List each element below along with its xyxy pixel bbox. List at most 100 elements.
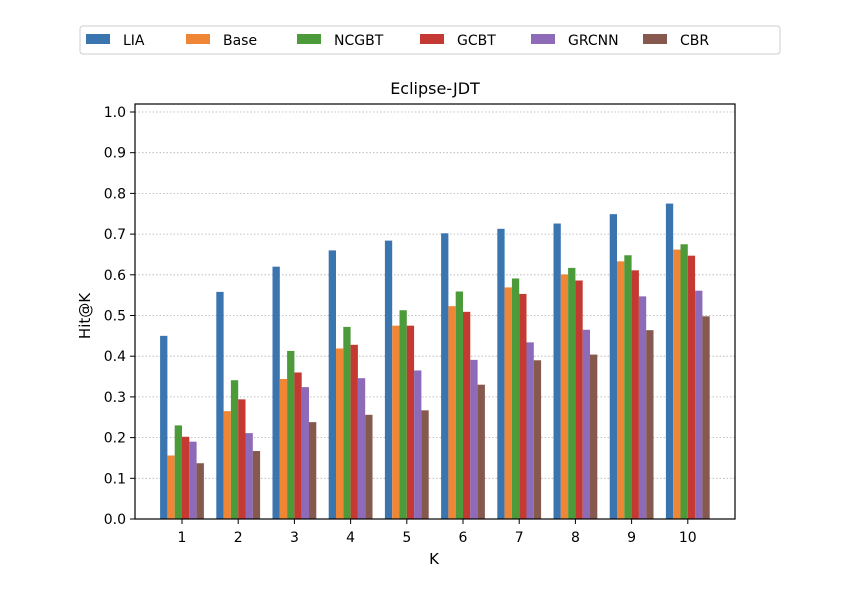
bar-cbr-k8 bbox=[590, 354, 598, 519]
x-tick-label: 1 bbox=[178, 530, 187, 546]
bar-gcbt-k4 bbox=[350, 344, 358, 519]
x-tick-label: 6 bbox=[459, 530, 468, 546]
bar-ncgbt-k1 bbox=[174, 425, 182, 519]
legend-label-gcbt: GCBT bbox=[457, 33, 496, 49]
bar-lia-k4 bbox=[328, 250, 336, 519]
bar-cbr-k1 bbox=[196, 463, 204, 519]
bar-cbr-k5 bbox=[421, 410, 429, 519]
bar-ncgbt-k4 bbox=[343, 326, 351, 519]
bar-ncgbt-k3 bbox=[287, 350, 295, 519]
bar-lia-k3 bbox=[272, 266, 280, 519]
legend-label-grcnn: GRCNN bbox=[568, 33, 619, 49]
bar-grcnn-k7 bbox=[526, 342, 534, 519]
bar-cbr-k9 bbox=[646, 330, 654, 519]
y-tick-label: 0.4 bbox=[104, 349, 126, 365]
y-axis: 0.0 0.1 0.2 0.3 0.4 0.5 0.6 0.7 0.8 0.9 1.0 bbox=[104, 105, 135, 528]
bar-ncgbt-k8 bbox=[568, 267, 576, 519]
bar-gcbt-k10 bbox=[687, 255, 696, 519]
legend: LIA Base NCGBT GCBT GRCNN CBR bbox=[79, 25, 781, 55]
bar-grcnn-k2 bbox=[245, 433, 253, 519]
legend-swatch-ncgbt bbox=[297, 34, 321, 44]
y-tick-label: 1.0 bbox=[104, 105, 126, 121]
bar-base-k5 bbox=[392, 325, 400, 519]
bar-gcbt-k6 bbox=[463, 311, 471, 519]
y-tick-label: 0.5 bbox=[104, 309, 126, 325]
bar-lia-k5 bbox=[384, 240, 393, 519]
bar-gcbt-k5 bbox=[406, 325, 415, 519]
bar-base-k7 bbox=[504, 287, 512, 519]
bar-cbr-k10 bbox=[702, 316, 710, 519]
legend-swatch-cbr bbox=[643, 34, 667, 44]
bar-grcnn-k8 bbox=[582, 329, 590, 519]
plot-frame bbox=[134, 103, 736, 520]
chart-title: Eclipse-JDT bbox=[390, 79, 480, 98]
bar-grcnn-k9 bbox=[638, 296, 647, 519]
bar-grcnn-k4 bbox=[357, 378, 366, 519]
bar-gcbt-k1 bbox=[182, 436, 190, 519]
bar-lia-k9 bbox=[609, 214, 617, 520]
bar-grcnn-k3 bbox=[301, 387, 309, 519]
bar-grcnn-k1 bbox=[189, 441, 197, 519]
bar-base-k3 bbox=[279, 378, 288, 519]
y-tick-label: 0.2 bbox=[104, 431, 126, 447]
y-tick-label: 0.1 bbox=[104, 471, 126, 487]
legend-swatch-base bbox=[186, 34, 210, 44]
x-tick-label: 4 bbox=[346, 530, 355, 546]
bar-base-k6 bbox=[448, 306, 456, 519]
bar-lia-k8 bbox=[553, 223, 561, 519]
bar-gcbt-k2 bbox=[238, 399, 246, 519]
x-tick-label: 10 bbox=[679, 530, 697, 546]
bar-base-k2 bbox=[223, 411, 231, 519]
bar-gcbt-k3 bbox=[294, 372, 302, 519]
x-tick-label: 7 bbox=[515, 530, 524, 546]
bar-lia-k2 bbox=[216, 291, 224, 519]
x-tick-label: 5 bbox=[402, 530, 411, 546]
bar-base-k1 bbox=[167, 455, 175, 519]
y-tick-label: 0.3 bbox=[104, 390, 126, 406]
y-tick-label: 0.7 bbox=[104, 227, 126, 243]
y-axis-label: Hit@K bbox=[76, 292, 94, 339]
bar-gcbt-k9 bbox=[631, 270, 639, 519]
legend-swatch-grcnn bbox=[531, 34, 555, 44]
bar-base-k9 bbox=[617, 261, 625, 519]
x-tick-label: 9 bbox=[627, 530, 636, 546]
bar-grcnn-k10 bbox=[695, 290, 703, 519]
bar-gcbt-k8 bbox=[575, 280, 583, 519]
bar-ncgbt-k9 bbox=[624, 255, 632, 519]
legend-label-ncgbt: NCGBT bbox=[334, 33, 384, 49]
bar-cbr-k7 bbox=[533, 360, 542, 519]
bar-cbr-k4 bbox=[365, 414, 373, 519]
bar-grcnn-k5 bbox=[414, 370, 422, 519]
y-tick-label: 0.6 bbox=[104, 268, 126, 284]
bar-ncgbt-k5 bbox=[399, 310, 407, 519]
bar-ncgbt-k6 bbox=[455, 291, 463, 519]
bar-lia-k7 bbox=[497, 228, 505, 519]
bar-cbr-k2 bbox=[252, 451, 261, 519]
legend-label-lia: LIA bbox=[123, 33, 145, 49]
bar-cbr-k6 bbox=[477, 384, 485, 519]
x-axis-label: K bbox=[429, 550, 440, 568]
bar-base-k8 bbox=[560, 274, 569, 519]
x-tick-label: 3 bbox=[290, 530, 299, 546]
bar-ncgbt-k2 bbox=[230, 380, 239, 519]
bar-ncgbt-k7 bbox=[511, 278, 520, 519]
bar-lia-k1 bbox=[160, 335, 168, 519]
legend-swatch-gcbt bbox=[420, 34, 444, 44]
bar-base-k10 bbox=[673, 249, 681, 520]
y-tick-label: 0.0 bbox=[104, 512, 126, 528]
bar-base-k4 bbox=[336, 348, 344, 519]
bar-cbr-k3 bbox=[309, 422, 317, 519]
legend-label-cbr: CBR bbox=[680, 33, 709, 49]
bar-lia-k6 bbox=[441, 233, 449, 519]
legend-label-base: Base bbox=[223, 33, 257, 49]
bar-lia-k10 bbox=[665, 203, 674, 519]
y-tick-label: 0.8 bbox=[104, 186, 126, 202]
x-tick-label: 8 bbox=[571, 530, 580, 546]
x-tick-label: 2 bbox=[234, 530, 243, 546]
legend-swatch-lia bbox=[86, 34, 110, 44]
bar-ncgbt-k10 bbox=[680, 244, 688, 519]
bar-gcbt-k7 bbox=[519, 293, 527, 519]
bar-grcnn-k6 bbox=[470, 359, 478, 519]
bars bbox=[160, 203, 710, 520]
